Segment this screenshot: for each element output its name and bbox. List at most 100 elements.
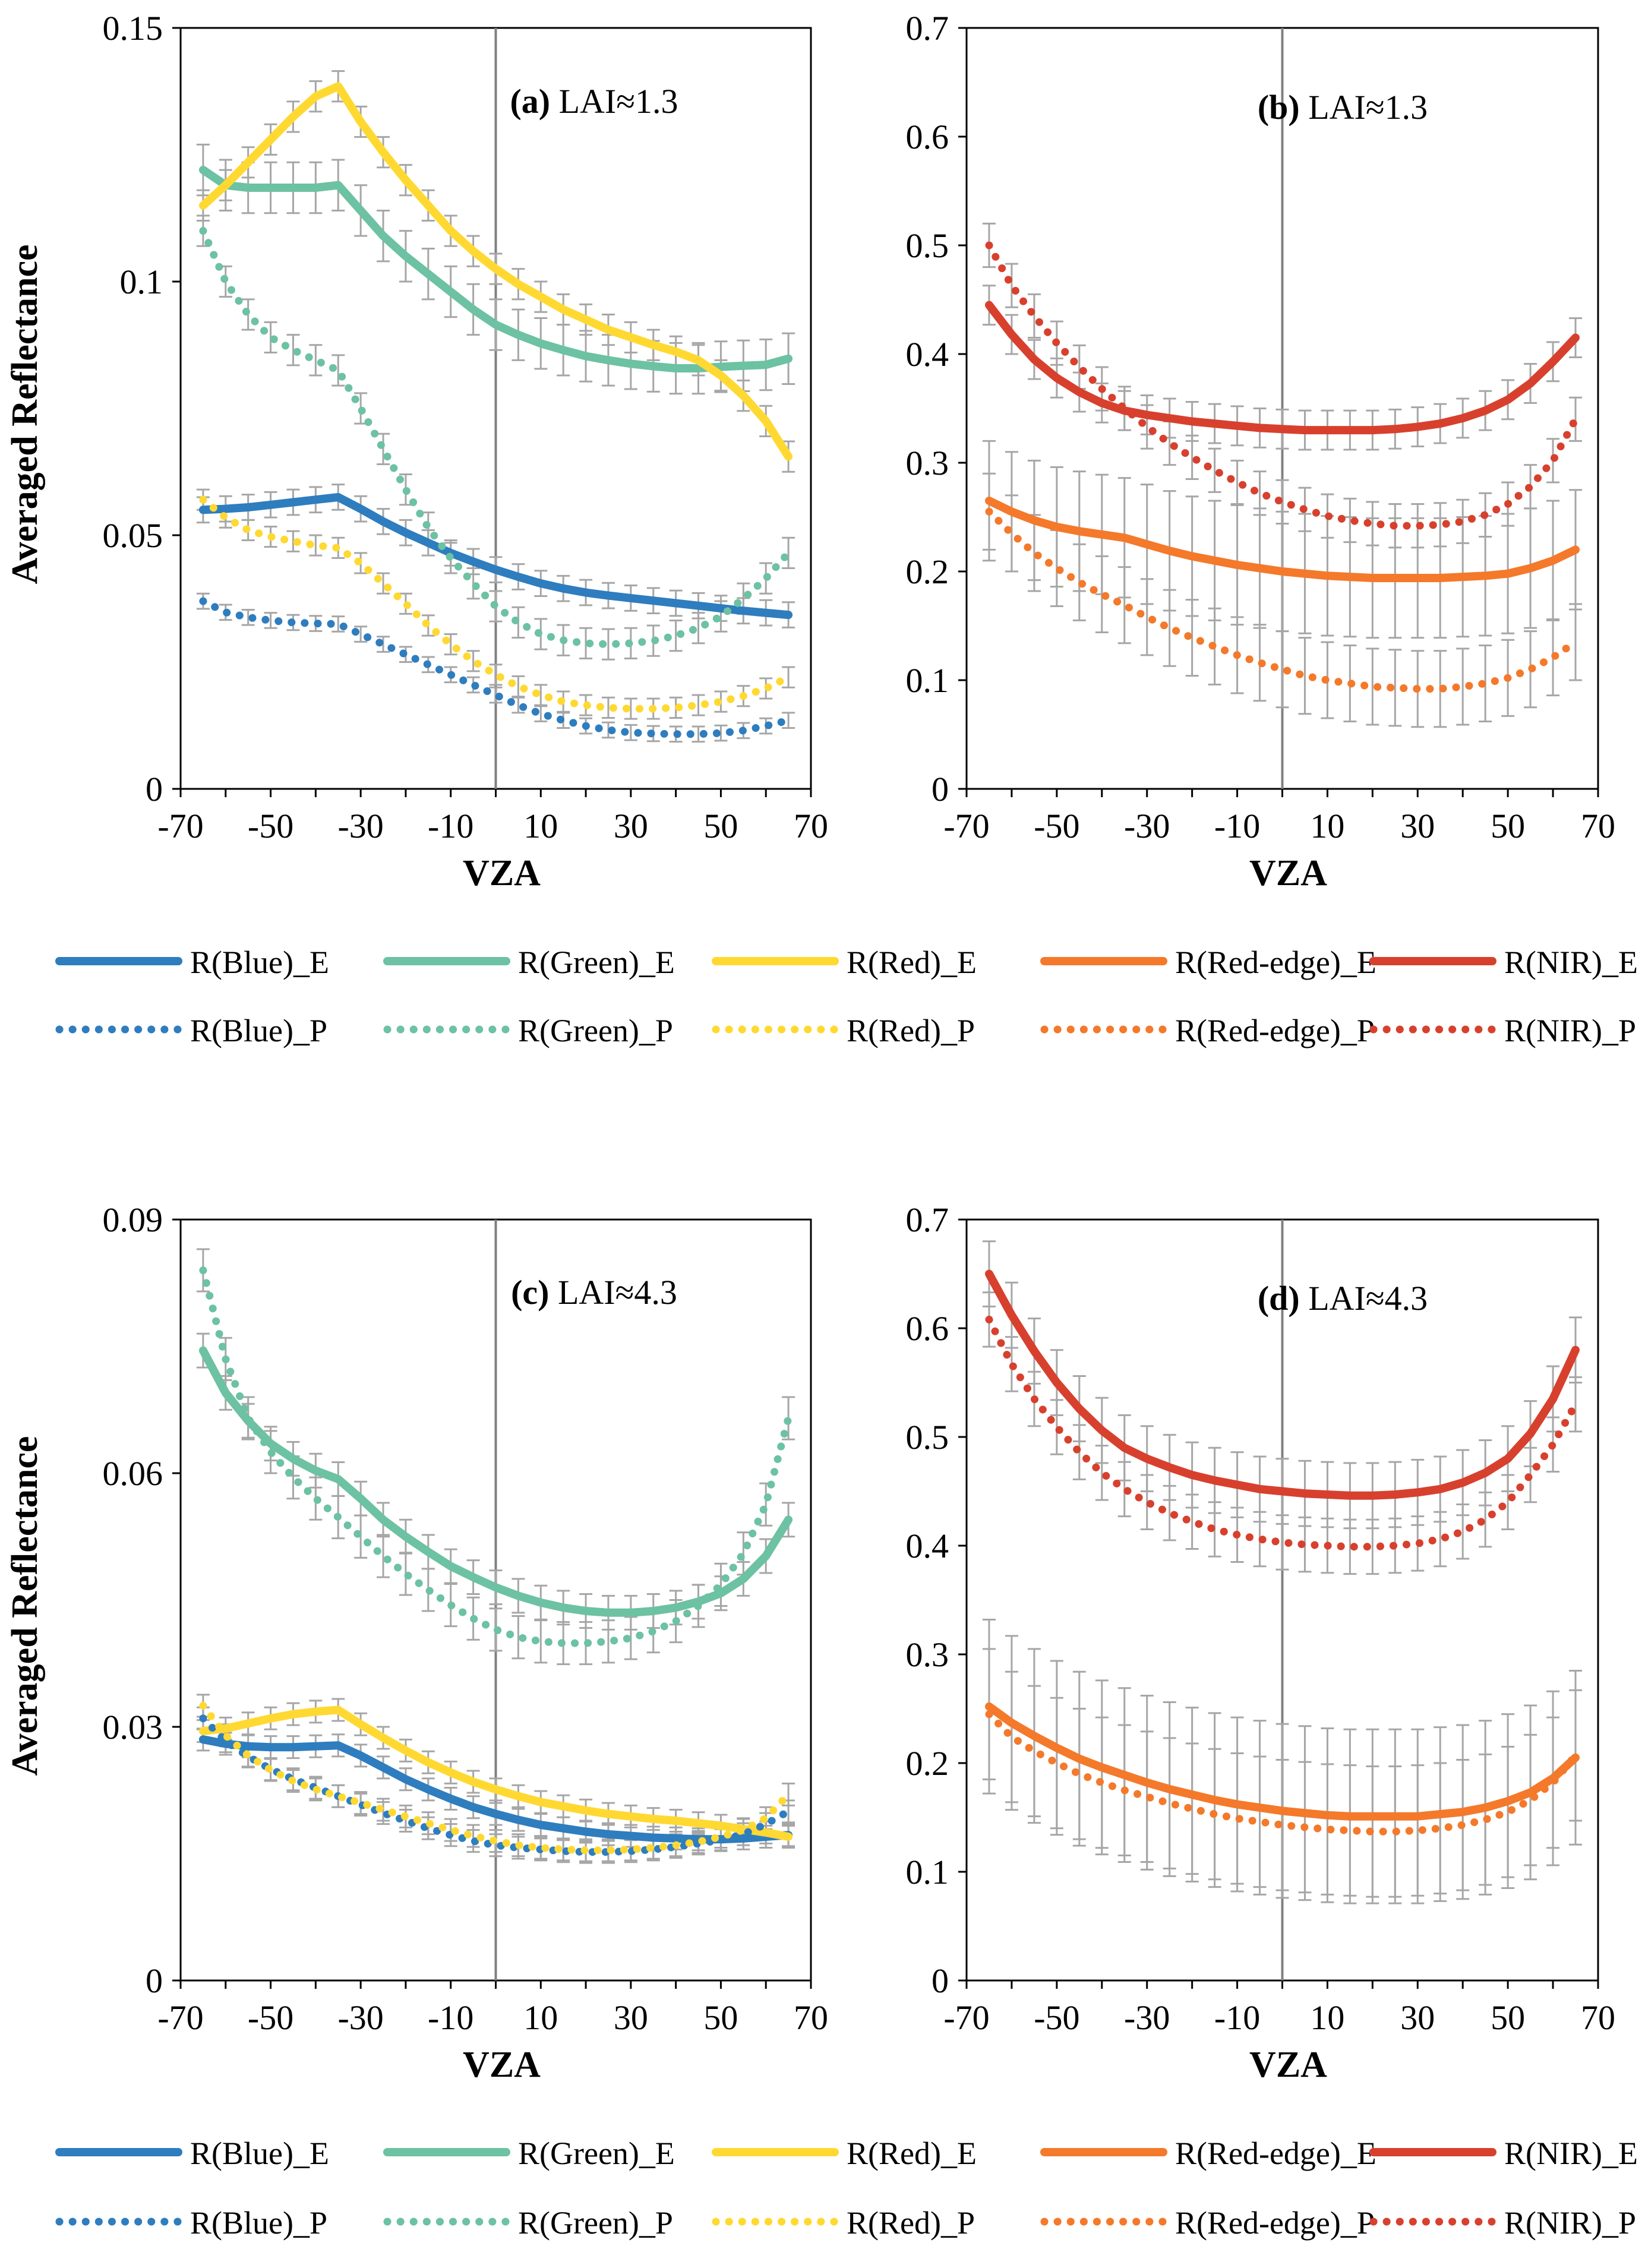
series-lines: [985, 241, 1580, 693]
legend-label: R(Red)_P: [847, 1013, 975, 1048]
legend-label: R(Green)_P: [518, 1013, 673, 1048]
x-tick-label: 50: [1491, 807, 1525, 845]
y-tick-label: 0.5: [906, 226, 949, 265]
series-line-r-blue-p: [199, 1714, 792, 1856]
panel-label-letter: (d): [1258, 1279, 1300, 1318]
series-line-r-nir-p: [985, 1315, 1580, 1551]
y-tick-label: 0.2: [906, 552, 949, 591]
series-line-r-blue-e: [198, 493, 793, 620]
x-tick-label: 30: [614, 807, 648, 845]
series-line-r-red-p: [199, 1701, 792, 1855]
legend-label: R(NIR)_P: [1504, 2205, 1636, 2241]
series-line-r-green-p: [199, 1266, 792, 1647]
x-tick-label: 50: [1491, 1998, 1525, 2037]
legend-label: R(Blue)_E: [190, 2136, 329, 2171]
legend-label: R(Green)_P: [518, 2205, 673, 2241]
x-tick-label: 30: [614, 1998, 648, 2037]
y-tick-label: 0.4: [906, 1527, 949, 1565]
chart-panel-c: 0 0.03 0.06 0.09 -70 -50 -30 -10 10 30 50 70 VZA Aver…: [5, 1201, 828, 2085]
x-tick-label: -10: [428, 1998, 473, 2037]
x-tick-label: 70: [794, 1998, 828, 2037]
y-tick-label: 0.7: [906, 9, 949, 48]
series-line-r-red-edge-e: [985, 497, 1580, 582]
x-tick-label: -70: [157, 1998, 203, 2037]
x-tick-label: 10: [1310, 1998, 1344, 2037]
y-tick-label: 0.2: [906, 1744, 949, 1783]
y-tick-label: 0.1: [906, 1853, 949, 1891]
legend-label: R(Blue)_P: [190, 1013, 327, 1048]
x-tick-label: 70: [1581, 1998, 1615, 2037]
x-tick-label: -70: [157, 807, 203, 845]
chart-panel-a: 0 0.05 0.1 0.15 -70 -50 -30 -10 10 30 50 70 VZA Avera…: [5, 9, 828, 893]
panel-label-letter: (b): [1258, 88, 1300, 127]
y-tick-label: 0.05: [103, 516, 163, 555]
legend: R(Blue)_E R(Green)_E R(Red)_E R(Red-edge)_E…: [55, 945, 1638, 1048]
panel-label-lai: LAI≈1.3: [1308, 88, 1428, 127]
x-tick-label: -10: [428, 807, 473, 845]
panel-label-space: [549, 1273, 558, 1312]
y-tick-label: 0: [932, 1961, 949, 2000]
y-tick-label: 0.3: [906, 444, 949, 482]
legend-label: R(Green)_E: [518, 2136, 675, 2171]
series-lines: [198, 1266, 793, 1856]
y-tick-label: 0.1: [906, 661, 949, 700]
y-tick-label: 0.03: [103, 1708, 163, 1746]
series-line-r-red-edge-p: [985, 1710, 1580, 1836]
series-line-r-nir-p: [985, 241, 1580, 530]
series-line-r-green-e: [198, 166, 793, 372]
y-tick-label: 0: [146, 770, 163, 808]
x-tick-label: -30: [1124, 807, 1170, 845]
series-lines: [198, 82, 793, 738]
panel-label: (d) LAI≈4.3: [1258, 1279, 1428, 1318]
y-tick-label: 0: [146, 1961, 163, 2000]
x-axis-label: VZA: [463, 2045, 541, 2085]
panel-label-letter: (a): [510, 82, 550, 121]
x-tick-label: -50: [1034, 1998, 1079, 2037]
x-axis-label: VZA: [1249, 2045, 1327, 2085]
x-tick-label: -10: [1214, 1998, 1260, 2037]
x-tick-label: 10: [523, 1998, 558, 2037]
x-tick-label: 70: [1581, 807, 1615, 845]
y-tick-label: 0.5: [906, 1418, 949, 1457]
x-tick-label: -50: [248, 1998, 293, 2037]
legend-label: R(Blue)_E: [190, 945, 329, 980]
series-line-r-red-p: [199, 495, 792, 713]
panel-label-lai: LAI≈1.3: [559, 82, 678, 121]
legend-label: R(NIR)_E: [1504, 945, 1638, 980]
legend-label: R(Red)_E: [847, 2136, 977, 2171]
legend-label: R(Red)_P: [847, 2205, 975, 2241]
legend-label: R(NIR)_P: [1504, 1013, 1636, 1048]
y-tick-label: 0.15: [103, 9, 163, 48]
y-tick-label: 0: [932, 770, 949, 808]
x-tick-label: 30: [1400, 1998, 1435, 2037]
x-tick-label: -70: [943, 1998, 989, 2037]
series-line-r-nir-e: [985, 301, 1580, 435]
panel-label-lai: LAI≈4.3: [1308, 1279, 1428, 1318]
series-lines: [985, 1269, 1580, 1836]
legend-label: R(Red)_E: [847, 945, 977, 980]
y-tick-label: 0.6: [906, 118, 949, 156]
panel-label-space: [1300, 88, 1309, 127]
y-tick-label: 0.6: [906, 1309, 949, 1348]
y-axis-label: Averaged Reflectance: [5, 1436, 45, 1776]
series-line-r-green-e: [198, 1346, 793, 1617]
x-tick-label: -10: [1214, 807, 1260, 845]
x-tick-label: -30: [1124, 1998, 1170, 2037]
x-tick-label: -50: [1034, 807, 1079, 845]
y-tick-label: 0.4: [906, 335, 949, 374]
x-tick-label: -30: [337, 807, 383, 845]
panel-label-space: [1300, 1279, 1309, 1318]
series-line-r-blue-e: [198, 1735, 793, 1844]
y-tick-label: 0.1: [120, 263, 163, 301]
x-tick-label: -30: [337, 1998, 383, 2037]
x-tick-label: 30: [1400, 807, 1435, 845]
series-line-r-red-e: [198, 1705, 793, 1841]
legend-label: R(Red-edge)_E: [1175, 945, 1376, 980]
panel-label-lai: LAI≈4.3: [558, 1273, 677, 1312]
legend-label: R(Red-edge)_E: [1175, 2136, 1376, 2171]
y-tick-label: 0.7: [906, 1201, 949, 1239]
x-tick-label: 50: [703, 1998, 738, 2037]
chart-panel-d: 0 0.1 0.2 0.3 0.4 0.5 0.6 0.7 -70 -50 -30 -10 10 30 50…: [906, 1201, 1616, 2085]
x-tick-label: 70: [794, 807, 828, 845]
